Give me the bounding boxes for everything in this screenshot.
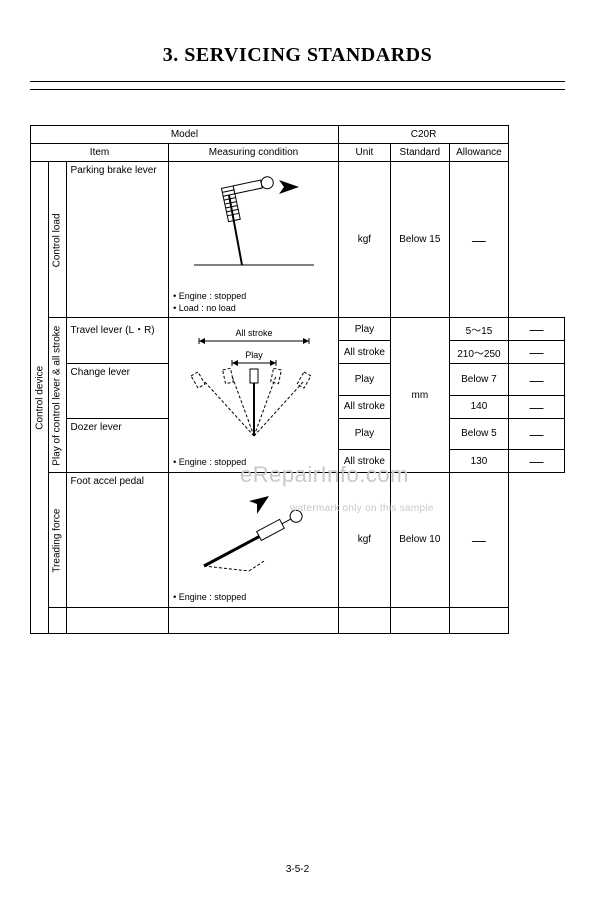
empty-1 bbox=[48, 607, 66, 633]
allow-foot: — bbox=[449, 473, 508, 608]
bullets-parking-brake: • Engine : stopped • Load : no load bbox=[173, 291, 334, 314]
std-dozer-stroke: 130 bbox=[449, 450, 508, 473]
row-travel-play: Play of control lever & all stroke Trave… bbox=[31, 318, 565, 341]
item-travel-lever: Travel lever (L・R) bbox=[66, 318, 169, 364]
empty-3 bbox=[169, 607, 339, 633]
bullet-engine-stopped: • Engine : stopped bbox=[173, 291, 334, 303]
bullet-engine-stopped-3: • Engine : stopped bbox=[173, 592, 334, 604]
header-row-1: Model C20R bbox=[31, 126, 565, 144]
vlabel-play-lever: Play of control lever & all stroke bbox=[48, 318, 66, 473]
title-inner: 3. SERVICING STANDARDS bbox=[30, 30, 565, 82]
hdr-standard: Standard bbox=[390, 144, 449, 162]
diagram-parking-brake bbox=[184, 165, 324, 285]
unit-change-play: Play bbox=[338, 364, 390, 395]
std-travel-play: 5～15 bbox=[449, 318, 508, 341]
std-dozer-play: Below 5 bbox=[449, 418, 508, 449]
std-change-stroke: 140 bbox=[449, 395, 508, 418]
mc-lever-diagram: All stroke Play • Engine : stopped bbox=[169, 318, 339, 473]
model-label: Model bbox=[31, 126, 339, 144]
model-value: C20R bbox=[338, 126, 508, 144]
mc-foot-accel: • Engine : stopped bbox=[169, 473, 339, 608]
item-dozer-lever: Dozer lever bbox=[66, 418, 169, 472]
std-foot: Below 10 bbox=[390, 473, 449, 608]
diagram-foot-accel bbox=[179, 476, 329, 586]
label-all-stroke: All stroke bbox=[235, 328, 272, 338]
std-parking: Below 15 bbox=[390, 162, 449, 318]
row-foot-accel: Treading force Foot accel pedal • Engine… bbox=[31, 473, 565, 608]
allow-dozer-play: — bbox=[509, 418, 565, 449]
hdr-allowance: Allowance bbox=[449, 144, 508, 162]
unit-travel-play: Play bbox=[338, 318, 390, 341]
bullet-engine-stopped-2: • Engine : stopped bbox=[173, 457, 334, 469]
allow-travel-play: — bbox=[509, 318, 565, 341]
hdr-item: Item bbox=[31, 144, 169, 162]
page-title: 3. SERVICING STANDARDS bbox=[163, 44, 432, 67]
standards-table: Model C20R Item Measuring condition Unit… bbox=[30, 125, 565, 634]
item-foot-accel: Foot accel pedal bbox=[66, 473, 169, 608]
unit-dozer-stroke: All stroke bbox=[338, 450, 390, 473]
unit-mm: mm bbox=[390, 318, 449, 473]
mc-parking-brake: • Engine : stopped • Load : no load bbox=[169, 162, 339, 318]
bullet-load-noload: • Load : no load bbox=[173, 303, 334, 315]
title-box: 3. SERVICING STANDARDS bbox=[30, 30, 565, 90]
item-parking-brake: Parking brake lever bbox=[66, 162, 169, 318]
empty-6 bbox=[449, 607, 508, 633]
unit-change-stroke: All stroke bbox=[338, 395, 390, 418]
hdr-measuring: Measuring condition bbox=[169, 144, 339, 162]
hdr-unit: Unit bbox=[338, 144, 390, 162]
row-parking-brake: Control device Control load Parking brak… bbox=[31, 162, 565, 318]
vlabel-control-device: Control device bbox=[31, 162, 49, 634]
standards-table-container: Model C20R Item Measuring condition Unit… bbox=[30, 125, 565, 634]
vlabel-control-load: Control load bbox=[48, 162, 66, 318]
std-travel-stroke: 210～250 bbox=[449, 341, 508, 364]
empty-2 bbox=[66, 607, 169, 633]
unit-travel-stroke: All stroke bbox=[338, 341, 390, 364]
label-play: Play bbox=[245, 350, 263, 360]
empty-4 bbox=[338, 607, 390, 633]
allow-dozer-stroke: — bbox=[509, 450, 565, 473]
empty-5 bbox=[390, 607, 449, 633]
unit-dozer-play: Play bbox=[338, 418, 390, 449]
item-change-lever: Change lever bbox=[66, 364, 169, 418]
vlabel-treading-force: Treading force bbox=[48, 473, 66, 608]
allow-travel-stroke: — bbox=[509, 341, 565, 364]
page-number: 3-5-2 bbox=[0, 864, 595, 875]
unit-parking: kgf bbox=[338, 162, 390, 318]
diagram-lever-stroke: All stroke Play bbox=[174, 321, 334, 451]
allow-change-play: — bbox=[509, 364, 565, 395]
row-empty bbox=[31, 607, 565, 633]
allow-change-stroke: — bbox=[509, 395, 565, 418]
std-change-play: Below 7 bbox=[449, 364, 508, 395]
unit-foot: kgf bbox=[338, 473, 390, 608]
header-row-2: Item Measuring condition Unit Standard A… bbox=[31, 144, 565, 162]
allow-parking: — bbox=[449, 162, 508, 318]
